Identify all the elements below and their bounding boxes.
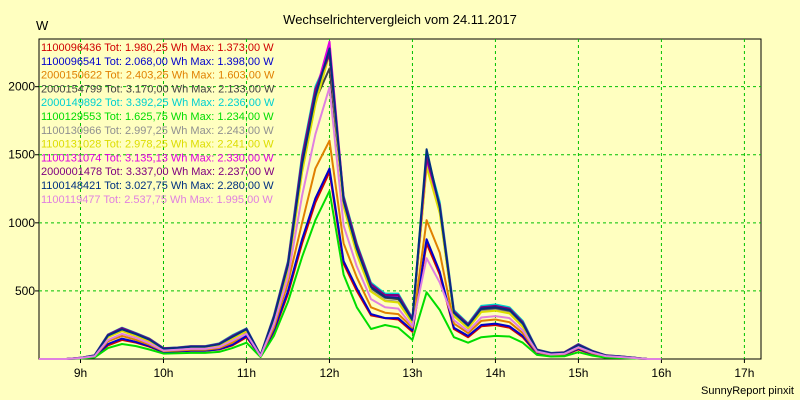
legend-entry-9: 1100131074 Tot: 3.135,13 Wh Max: 2.330,0… (41, 152, 274, 164)
x-tick-label: 17h (734, 366, 754, 380)
y-tick-label: 1500 (8, 148, 35, 162)
legend-entry-4: 2000154799 Tot: 3.170,00 Wh Max: 2.133,0… (41, 83, 275, 95)
x-tick-label: 9h (74, 366, 87, 380)
series-line-6 (39, 190, 662, 360)
series-line-11 (39, 47, 662, 360)
x-tick-label: 14h (485, 366, 505, 380)
x-tick-label: 15h (568, 366, 588, 380)
legend-entry-12: 1100119477 Tot: 2.537,75 Wh Max: 1.995,0… (41, 194, 273, 206)
legend-entry-1: 1100096436 Tot: 1.980,25 Wh Max: 1.373,0… (41, 42, 274, 54)
x-tick-label: 16h (651, 366, 671, 380)
x-tick-label: 12h (319, 366, 339, 380)
axes: 9h 10h 11h 12h 13h 14h 15h 16h 17h 500 1000 1500 200… (8, 80, 754, 380)
legend-entry-2: 1100096541 Tot: 2.068,00 Wh Max: 1.398,0… (41, 56, 274, 68)
series-lines (39, 40, 662, 360)
chart-title: Wechselrichtervergleich vom 24.11.2017 (283, 12, 517, 27)
x-tick-label: 13h (402, 366, 422, 380)
legend: 1100096436 Tot: 1.980,25 Wh Max: 1.373,0… (41, 42, 275, 206)
legend-entry-7: 1100130966 Tot: 2.997,25 Wh Max: 2.243,0… (41, 125, 274, 137)
x-tick-label: 11h (237, 366, 256, 380)
footer-credit: SunnyReport pinxit (701, 385, 794, 397)
legend-entry-10: 2000001478 Tot: 3.337,00 Wh Max: 2.237,0… (41, 166, 275, 178)
y-axis-unit: W (36, 18, 49, 33)
legend-entry-3: 2000150622 Tot: 2.403,25 Wh Max: 1.603,0… (41, 70, 275, 82)
y-tick-label: 1000 (8, 216, 35, 230)
x-tick-label: 10h (153, 366, 173, 380)
y-tick-label: 500 (15, 284, 35, 298)
legend-entry-5: 2000149892 Tot: 3.392,25 Wh Max: 2.236,0… (41, 97, 275, 109)
y-tick-label: 2000 (8, 80, 35, 94)
legend-entry-6: 1100129553 Tot: 1.625,75 Wh Max: 1.234,0… (41, 111, 274, 123)
legend-entry-11: 1100148421 Tot: 3.027,75 Wh Max: 2.280,0… (41, 180, 274, 192)
series-line-12 (39, 86, 662, 360)
legend-entry-8: 1100131028 Tot: 2.978,25 Wh Max: 2.241,0… (41, 139, 274, 151)
